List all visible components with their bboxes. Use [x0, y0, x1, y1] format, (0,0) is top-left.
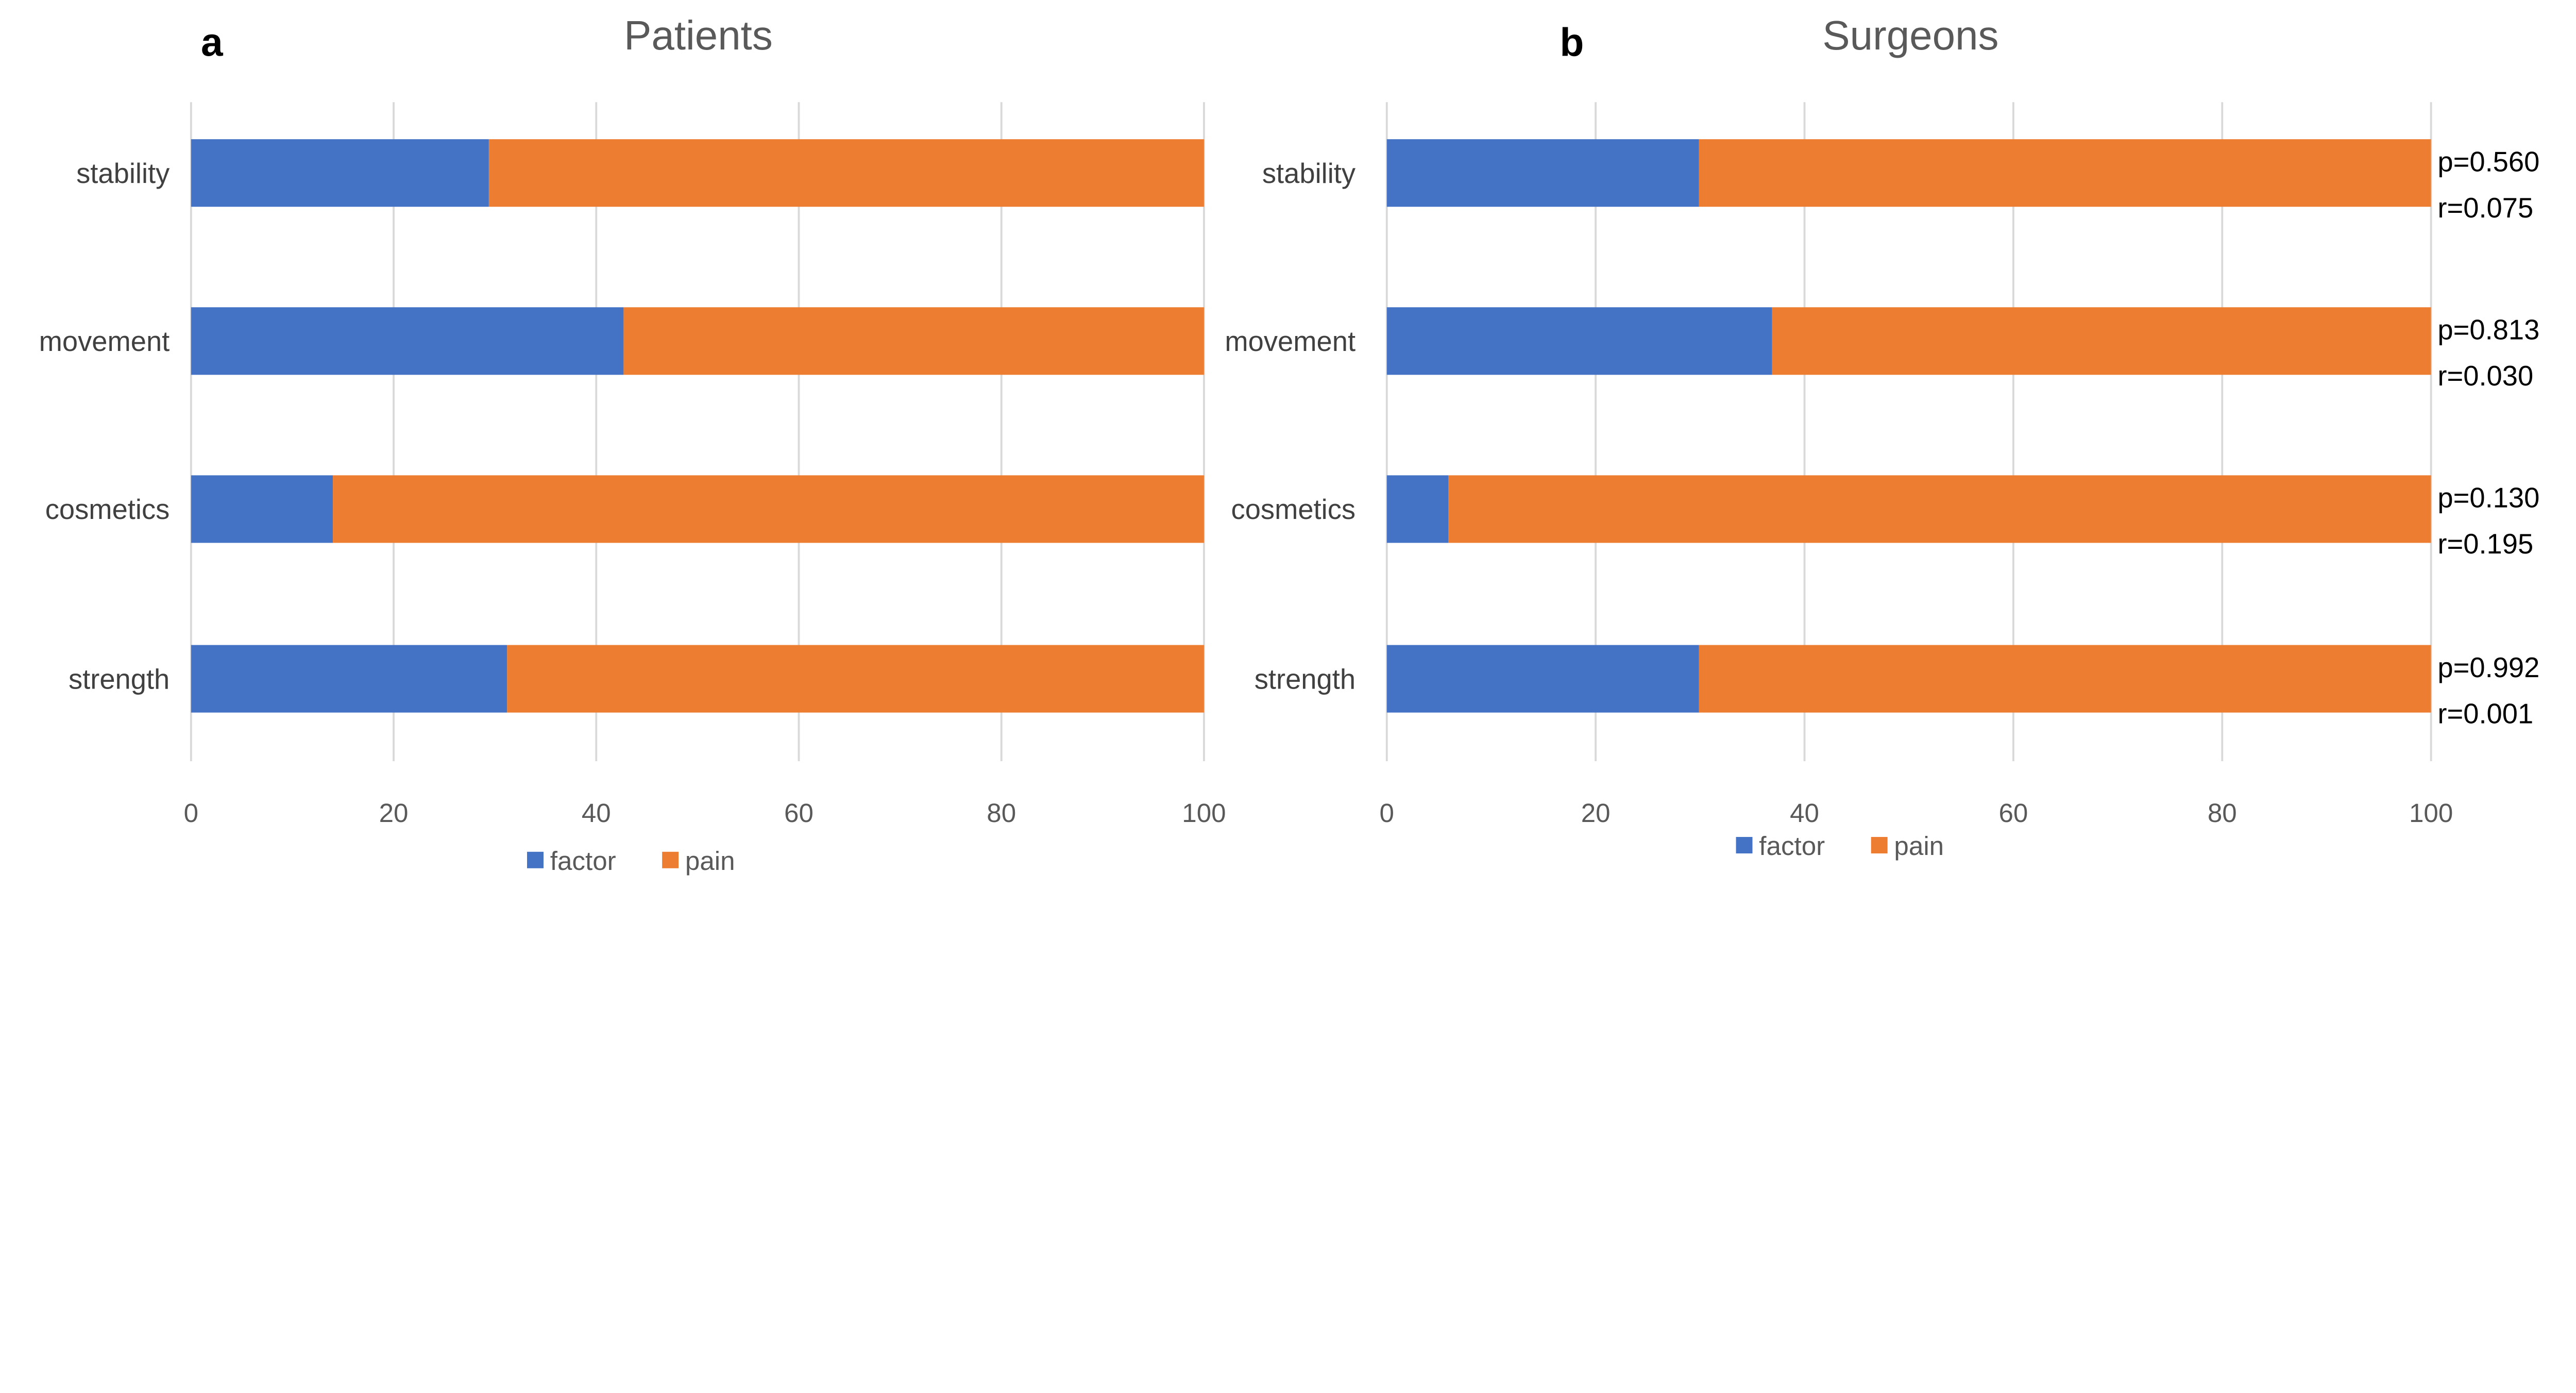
- x-tick-label: 20: [379, 798, 409, 828]
- x-tick-label: 80: [2208, 798, 2237, 828]
- legend-label-pain: pain: [1894, 831, 1944, 861]
- p-value: p=0.992: [2437, 652, 2539, 683]
- p-value: p=0.560: [2437, 146, 2539, 177]
- bar-factor-stability: [1386, 139, 1699, 207]
- p-value: p=0.813: [2437, 314, 2539, 346]
- chart-panel-b: b Surgeons 0 20 40 60 80 100 stability p=0.560 r=0…: [1225, 12, 2539, 861]
- figure: a Patients 0 20 40 60 80 100 stability movement co…: [39, 12, 2540, 876]
- bar-pain-cosmetics: [333, 475, 1204, 543]
- bar-factor-cosmetics: [191, 475, 333, 543]
- p-value: p=0.130: [2437, 482, 2539, 514]
- x-tick-label: 60: [784, 798, 814, 828]
- legend-swatch-pain: [662, 851, 679, 868]
- x-tick-label: 100: [1182, 798, 1226, 828]
- x-tick-label: 40: [582, 798, 611, 828]
- category-label: stability: [76, 158, 170, 189]
- panel-label: b: [1560, 21, 1584, 65]
- legend-label-factor: factor: [550, 846, 616, 876]
- category-label: movement: [1225, 326, 1355, 357]
- category-label: movement: [39, 326, 170, 357]
- bar-factor-stability: [191, 139, 489, 207]
- bar-pain-movement: [1772, 307, 2431, 375]
- r-value: r=0.001: [2437, 698, 2533, 729]
- legend-label-factor: factor: [1759, 831, 1825, 861]
- legend-swatch-factor: [1736, 837, 1753, 854]
- x-tick-label: 0: [184, 798, 198, 828]
- x-tick-label: 60: [1998, 798, 2028, 828]
- x-tick-label: 40: [1790, 798, 1819, 828]
- bar-pain-strength: [507, 645, 1204, 713]
- chart-panel-a: a Patients 0 20 40 60 80 100 stability movement co…: [39, 12, 1226, 876]
- bar-pain-stability: [488, 139, 1204, 207]
- x-tick-label: 0: [1380, 798, 1394, 828]
- bar-pain-movement: [623, 307, 1204, 375]
- bar-pain-cosmetics: [1448, 475, 2431, 543]
- bar-factor-strength: [1386, 645, 1699, 713]
- category-label: cosmetics: [45, 494, 170, 525]
- bar-factor-strength: [191, 645, 507, 713]
- r-value: r=0.075: [2437, 192, 2533, 224]
- legend-label-pain: pain: [685, 846, 735, 876]
- bar-factor-movement: [1386, 307, 1772, 375]
- x-tick-label: 80: [987, 798, 1016, 828]
- category-label: stability: [1262, 158, 1356, 189]
- category-label: strength: [69, 663, 170, 695]
- x-tick-label: 20: [1581, 798, 1611, 828]
- category-label: cosmetics: [1231, 494, 1356, 525]
- bar-pain-strength: [1699, 645, 2431, 713]
- chart-title: Patients: [624, 12, 773, 58]
- bar-factor-cosmetics: [1386, 475, 1449, 543]
- panel-label: a: [201, 21, 224, 65]
- r-value: r=0.195: [2437, 528, 2533, 560]
- chart-title: Surgeons: [1822, 12, 1998, 58]
- legend-swatch-factor: [527, 851, 544, 868]
- r-value: r=0.030: [2437, 360, 2533, 392]
- x-tick-label: 100: [2409, 798, 2453, 828]
- bar-pain-stability: [1699, 139, 2431, 207]
- legend-swatch-pain: [1871, 837, 1888, 854]
- bar-factor-movement: [191, 307, 624, 375]
- category-label: strength: [1255, 663, 1355, 695]
